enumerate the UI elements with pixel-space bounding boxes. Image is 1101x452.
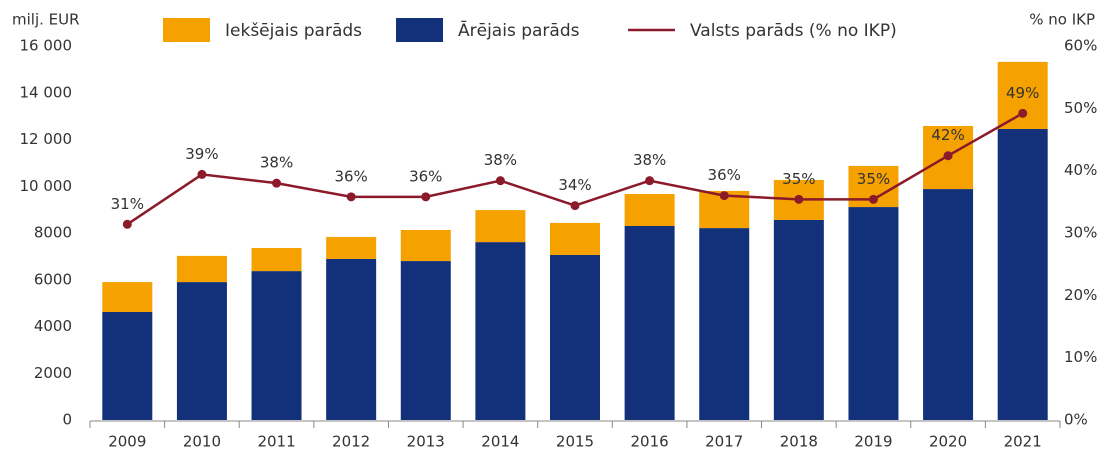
line-point <box>645 176 655 186</box>
data-label: 49% <box>1006 84 1039 102</box>
y2-tick-label: 30% <box>1064 224 1097 242</box>
line-point <box>943 151 953 161</box>
bar <box>923 189 974 420</box>
line-point <box>719 191 729 201</box>
line-point <box>272 178 282 188</box>
line-point <box>197 169 207 179</box>
bar <box>102 282 153 313</box>
legend-swatch <box>163 18 210 42</box>
line-point <box>346 192 356 202</box>
y-tick-label: 14 000 <box>20 83 73 101</box>
x-tick-label: 2016 <box>631 433 669 451</box>
data-label: 34% <box>558 176 591 194</box>
x-tick-label: 2011 <box>257 433 295 451</box>
line-point <box>495 176 505 186</box>
data-label: 38% <box>633 151 666 169</box>
bar <box>624 193 675 226</box>
line-point <box>868 194 878 204</box>
line-point <box>570 201 580 211</box>
bar <box>550 222 600 255</box>
legend-label: Ārējais parāds <box>458 19 580 41</box>
bar <box>326 236 377 259</box>
x-tick-label: 2017 <box>705 433 743 451</box>
x-tick-label: 2013 <box>407 433 445 451</box>
y2-tick-label: 40% <box>1064 161 1097 179</box>
line-point <box>421 192 431 202</box>
data-label: 35% <box>857 170 890 188</box>
data-label: 36% <box>334 167 367 185</box>
legend-label: Iekšējais parāds <box>225 21 362 41</box>
y-tick-label: 4000 <box>34 317 72 335</box>
x-tick-label: 2021 <box>1004 433 1042 451</box>
y-tick-label: 12 000 <box>20 130 73 148</box>
x-tick-label: 2018 <box>780 433 818 451</box>
x-tick-label: 2015 <box>556 433 594 451</box>
data-label: 38% <box>484 151 517 169</box>
bar <box>550 254 600 420</box>
y-tick-label: 8000 <box>34 224 72 242</box>
bar <box>176 282 227 420</box>
data-label: 36% <box>409 167 442 185</box>
bar <box>475 210 526 243</box>
bar <box>848 207 899 420</box>
x-tick-label: 2012 <box>332 433 370 451</box>
bar <box>326 258 377 420</box>
data-label: 38% <box>260 154 293 172</box>
y2-tick-label: 60% <box>1064 37 1097 55</box>
line-point <box>794 194 804 204</box>
data-label: 31% <box>111 195 144 213</box>
x-tick-label: 2010 <box>183 433 221 451</box>
y-tick-label: 10 000 <box>20 177 73 195</box>
bar <box>624 225 675 420</box>
data-label: 42% <box>931 126 964 144</box>
bar <box>400 261 451 420</box>
data-label: 39% <box>185 145 218 163</box>
y-tick-label: 0 <box>62 411 72 429</box>
y-axis-label: milj. EUR <box>12 11 80 29</box>
x-tick-label: 2009 <box>108 433 146 451</box>
y2-axis-label: % no IKP <box>1029 11 1095 29</box>
bar <box>251 247 302 272</box>
bar <box>475 242 526 420</box>
data-label: 35% <box>782 170 815 188</box>
data-label: 36% <box>708 166 741 184</box>
bar <box>400 229 451 262</box>
y2-tick-label: 50% <box>1064 99 1097 117</box>
bar <box>699 228 750 420</box>
bar <box>102 312 153 420</box>
y-tick-label: 2000 <box>34 364 72 382</box>
y2-tick-label: 10% <box>1064 348 1097 366</box>
x-tick-label: 2020 <box>929 433 967 451</box>
line-point <box>1018 108 1028 118</box>
bar <box>997 128 1048 420</box>
legend-label: Valsts parāds (% no IKP) <box>690 21 897 41</box>
legend-swatch <box>396 18 443 42</box>
y2-tick-label: 20% <box>1064 286 1097 304</box>
y-tick-label: 16 000 <box>20 37 73 55</box>
line-point <box>122 219 132 229</box>
bar <box>251 271 302 420</box>
x-tick-label: 2019 <box>854 433 892 451</box>
y-tick-label: 6000 <box>34 270 72 288</box>
x-tick-label: 2014 <box>481 433 519 451</box>
bar <box>773 219 824 420</box>
bar <box>176 255 227 283</box>
y2-tick-label: 0% <box>1064 411 1088 429</box>
